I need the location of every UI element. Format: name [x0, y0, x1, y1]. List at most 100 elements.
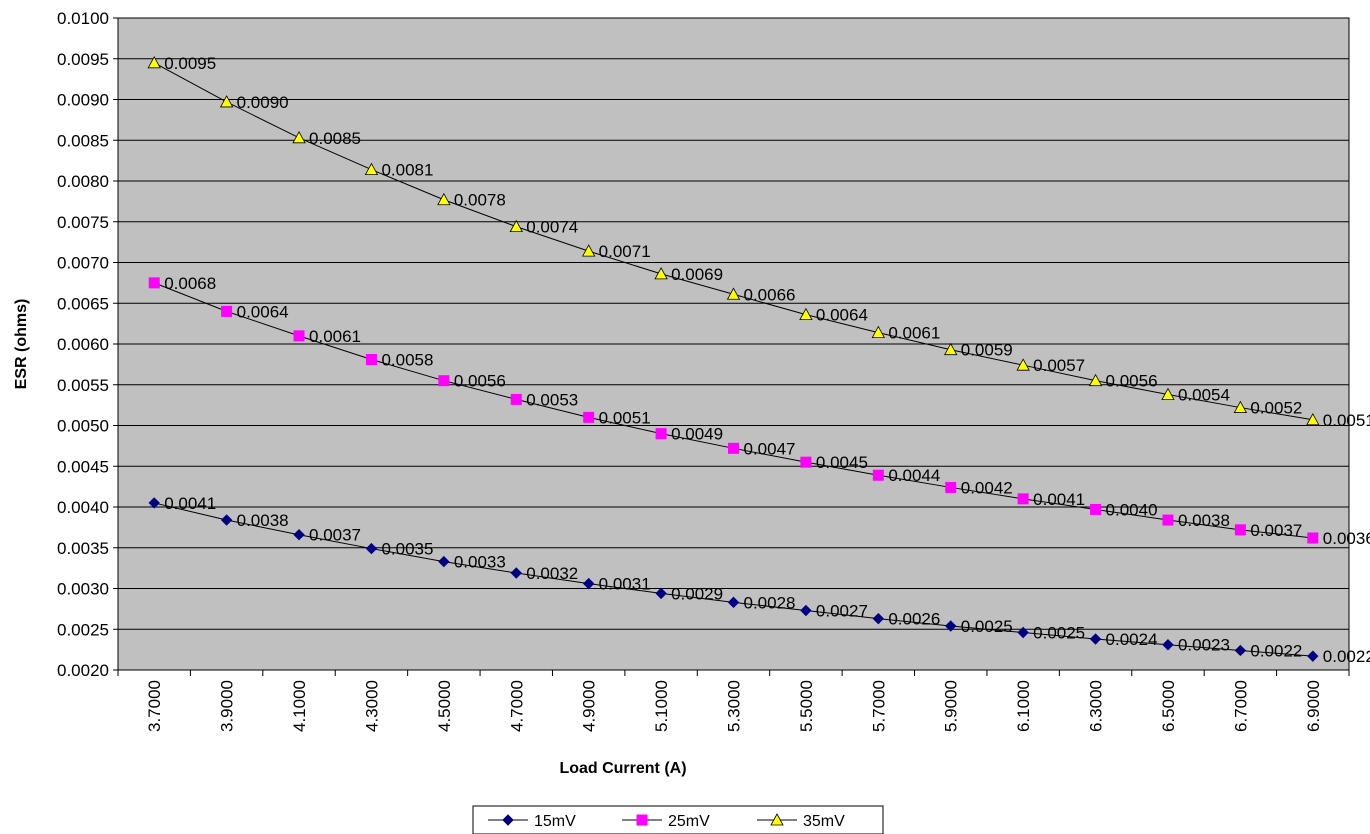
- data-point-25mV: [655, 428, 667, 440]
- data-label-15mV: 0.0029: [671, 584, 723, 603]
- data-label-35mV: 0.0052: [1250, 399, 1302, 418]
- data-point-25mV: [148, 277, 160, 289]
- x-tick-label: 6.5000: [1159, 680, 1178, 732]
- data-label-35mV: 0.0071: [599, 242, 651, 261]
- data-point-35mV: [799, 307, 813, 321]
- data-label-15mV: 0.0025: [961, 617, 1013, 636]
- legend-label: 35mV: [803, 813, 845, 830]
- data-label-35mV: 0.0056: [1106, 372, 1158, 391]
- data-point-35mV: [437, 192, 451, 206]
- data-label-25mV: 0.0064: [237, 302, 289, 321]
- y-tick-label: 0.0035: [57, 539, 109, 558]
- y-tick-label: 0.0070: [57, 254, 109, 273]
- data-point-35mV: [364, 162, 379, 175]
- data-label-15mV: 0.0026: [888, 610, 940, 629]
- data-point-35mV: [1088, 373, 1103, 387]
- data-label-35mV: 0.0085: [309, 129, 361, 148]
- data-label-15mV: 0.0022: [1323, 647, 1370, 666]
- data-label-25mV: 0.0042: [961, 478, 1013, 497]
- data-label-15mV: 0.0028: [744, 593, 796, 612]
- data-point-35mV: [1016, 358, 1030, 371]
- data-point-15mV: [148, 497, 160, 509]
- data-label-35mV: 0.0059: [961, 341, 1013, 360]
- data-point-35mV: [219, 95, 234, 108]
- legend-box: [472, 805, 884, 834]
- data-label-35mV: 0.0078: [454, 191, 506, 210]
- data-point-15mV: [510, 567, 522, 579]
- data-point-15mV: [438, 555, 450, 568]
- y-tick-label: 0.0040: [57, 498, 109, 517]
- x-tick-label: 6.9000: [1304, 680, 1323, 732]
- data-point-35mV: [509, 219, 523, 233]
- x-tick-label: 4.1000: [290, 680, 309, 732]
- data-point-15mV: [800, 604, 812, 617]
- data-point-25mV: [221, 305, 233, 317]
- data-label-15mV: 0.0027: [816, 602, 868, 621]
- data-label-15mV: 0.0038: [237, 511, 289, 530]
- data-point-15mV: [1234, 644, 1247, 657]
- data-label-25mV: 0.0038: [1178, 511, 1230, 530]
- y-tick-label: 0.0095: [57, 50, 109, 69]
- data-point-35mV: [871, 325, 885, 338]
- legend-label: 25mV: [668, 813, 710, 830]
- y-tick-label: 0.0030: [57, 580, 109, 599]
- x-tick-label: 5.9000: [942, 680, 961, 732]
- data-label-25mV: 0.0040: [1106, 500, 1158, 519]
- data-label-25mV: 0.0049: [671, 425, 723, 444]
- data-point-15mV: [220, 514, 233, 526]
- data-label-15mV: 0.0025: [1033, 624, 1085, 643]
- data-point-25mV: [1234, 524, 1246, 536]
- x-tick-label: 5.5000: [797, 680, 816, 732]
- legend-label: 15mV: [534, 813, 576, 830]
- data-point-35mV: [582, 244, 596, 257]
- data-label-25mV: 0.0041: [1033, 490, 1085, 509]
- x-tick-label: 3.9000: [218, 680, 237, 732]
- y-tick-label: 0.0075: [57, 213, 109, 232]
- y-axis: 0.0020 0.0025 0.0030 0.0035 0.0040 0.0045 0.00…: [57, 9, 118, 680]
- x-axis: 3.7000 3.9000 4.1000 4.3000 4.5000 4.7000 4.90…: [117, 670, 1350, 732]
- x-tick-label: 6.3000: [1087, 680, 1106, 732]
- data-point-15mV: [872, 612, 885, 625]
- x-tick-label: 3.7000: [145, 680, 164, 732]
- data-label-35mV: 0.0064: [816, 306, 868, 325]
- data-markers: [147, 55, 1320, 662]
- x-tick-label: 4.5000: [435, 680, 454, 732]
- data-label-15mV: 0.0031: [599, 575, 651, 594]
- data-label-35mV: 0.0051: [1323, 411, 1370, 430]
- data-labels: 0.0041 0.0038 0.0037 0.0035 0.0033 0.0032 0.00…: [164, 54, 1370, 666]
- data-point-35mV: [1233, 400, 1248, 413]
- data-label-25mV: 0.0053: [526, 390, 578, 409]
- data-label-25mV: 0.0045: [816, 453, 868, 472]
- data-point-15mV: [1017, 626, 1029, 639]
- data-label-25mV: 0.0058: [381, 350, 433, 369]
- data-point-35mV: [654, 267, 668, 280]
- data-point-25mV: [365, 353, 377, 365]
- data-point-25mV: [945, 481, 957, 493]
- data-point-15mV: [1089, 633, 1102, 645]
- data-label-15mV: 0.0022: [1250, 641, 1302, 660]
- data-point-25mV: [728, 442, 739, 454]
- data-point-25mV: [293, 330, 305, 342]
- data-point-35mV: [292, 130, 306, 144]
- x-tick-label: 6.1000: [1014, 680, 1033, 732]
- x-tick-label: 5.1000: [652, 680, 671, 732]
- x-tick-label: 5.7000: [869, 680, 888, 732]
- data-label-25mV: 0.0061: [309, 327, 361, 346]
- legend-marker: [770, 813, 784, 826]
- data-point-25mV: [1162, 514, 1174, 526]
- data-label-35mV: 0.0074: [526, 218, 578, 237]
- data-label-25mV: 0.0068: [164, 274, 216, 293]
- data-label-15mV: 0.0037: [309, 526, 361, 545]
- y-tick-label: 0.0090: [57, 91, 109, 110]
- data-point-15mV: [1307, 650, 1319, 662]
- data-point-25mV: [583, 411, 595, 423]
- data-point-15mV: [727, 596, 740, 609]
- y-tick-label: 0.0100: [57, 9, 109, 28]
- legend: 15mV 25mV 35mV: [472, 805, 884, 834]
- y-tick-label: 0.0020: [57, 661, 109, 680]
- data-point-15mV: [582, 577, 595, 590]
- x-tick-label: 4.9000: [580, 680, 599, 732]
- data-point-25mV: [1017, 493, 1029, 505]
- data-label-15mV: 0.0023: [1178, 636, 1230, 655]
